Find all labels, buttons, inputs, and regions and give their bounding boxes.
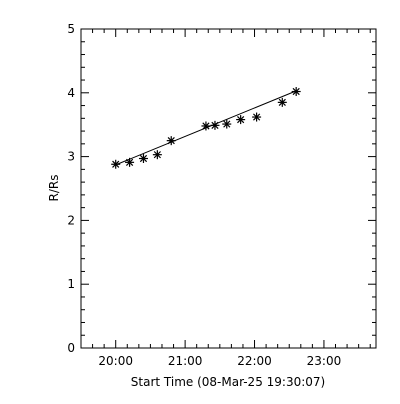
data-point xyxy=(201,121,211,131)
asterisk-stroke xyxy=(202,122,210,130)
x-tick-label: 21:00 xyxy=(168,354,203,368)
asterisk-stroke xyxy=(139,154,148,163)
points-layer xyxy=(111,87,301,169)
asterisk-stroke xyxy=(253,113,261,121)
asterisk-stroke xyxy=(278,98,286,106)
y-tick-label: 5 xyxy=(67,22,75,36)
data-point xyxy=(277,97,287,107)
data-point xyxy=(138,154,148,164)
x-tick-label: 23:00 xyxy=(307,354,342,368)
asterisk-stroke xyxy=(167,137,175,145)
data-point xyxy=(166,136,176,146)
y-tick-label: 1 xyxy=(67,277,75,291)
ticks-layer: 20:00 21:00 22:00 23:00 0 1 2 3 4 5 xyxy=(67,22,376,368)
x-tick-label: 20:00 xyxy=(98,354,133,368)
data-point xyxy=(152,150,162,160)
data-point xyxy=(252,112,262,122)
y-tick-label: 3 xyxy=(67,150,75,164)
asterisk-stroke xyxy=(211,121,219,129)
asterisk-stroke xyxy=(125,158,134,166)
y-axis-label: R/Rs xyxy=(47,175,61,202)
x-axis-label: Start Time (08-Mar-25 19:30:07) xyxy=(131,375,325,389)
asterisk-stroke xyxy=(153,151,161,159)
asterisk-stroke xyxy=(292,87,300,96)
data-point xyxy=(236,115,246,125)
y-tick-label: 2 xyxy=(67,213,75,227)
asterisk-stroke xyxy=(237,115,245,124)
y-tick-label: 0 xyxy=(67,341,75,355)
data-point xyxy=(291,87,301,97)
asterisk-stroke xyxy=(223,120,231,128)
plot-frame xyxy=(80,28,377,349)
data-point xyxy=(222,119,232,129)
y-tick-label: 4 xyxy=(67,86,75,100)
data-point xyxy=(111,159,121,169)
data-point xyxy=(210,120,220,130)
data-point xyxy=(125,157,135,167)
asterisk-stroke xyxy=(112,160,120,168)
x-tick-label: 22:00 xyxy=(237,354,272,368)
